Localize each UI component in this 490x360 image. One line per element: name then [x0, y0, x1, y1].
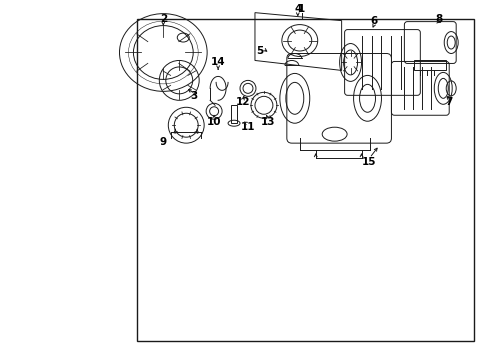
Text: 14: 14 [211, 58, 225, 67]
Text: 2: 2 [160, 14, 167, 24]
Text: 8: 8 [436, 14, 443, 24]
Text: 10: 10 [207, 117, 221, 127]
Text: 3: 3 [191, 91, 198, 101]
Text: 4: 4 [294, 4, 301, 14]
Text: 1: 1 [298, 4, 305, 14]
Bar [231, 105, 237, 123]
Text: 15: 15 [362, 157, 377, 167]
Bar [415, 60, 446, 71]
Text: 13: 13 [261, 117, 275, 127]
Text: 7: 7 [445, 97, 453, 107]
Text: 12: 12 [236, 97, 250, 107]
Text: 6: 6 [371, 15, 378, 26]
Text: 11: 11 [241, 122, 255, 132]
Text: 9: 9 [160, 137, 167, 147]
Bar [137, 19, 474, 341]
Text: 5: 5 [256, 45, 264, 55]
